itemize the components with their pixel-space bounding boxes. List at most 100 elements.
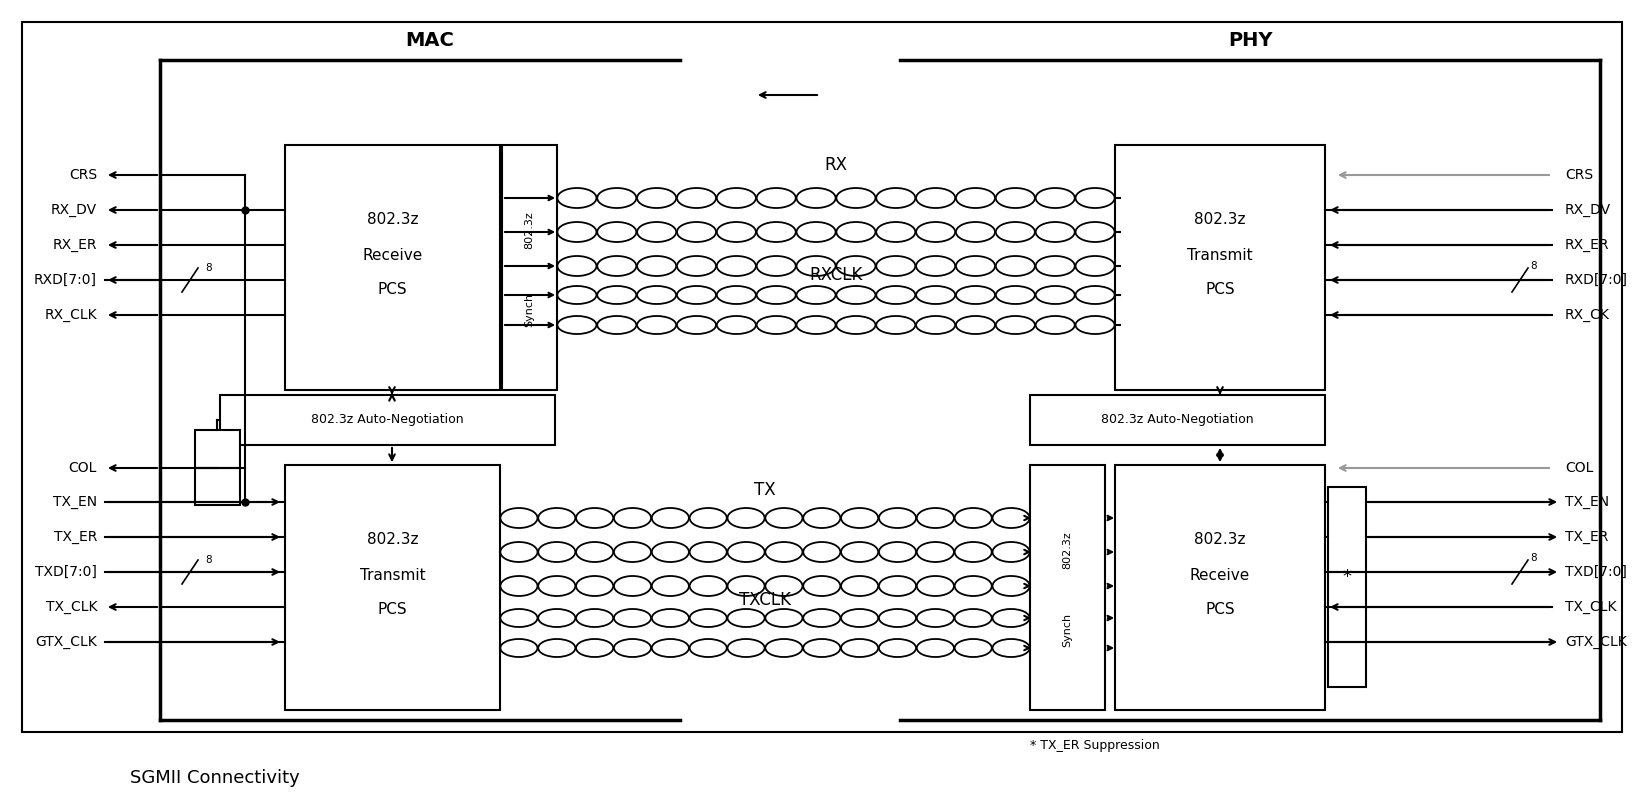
Text: 8: 8: [205, 263, 211, 273]
Ellipse shape: [615, 609, 651, 627]
Text: SGMII Connectivity: SGMII Connectivity: [131, 769, 299, 787]
Ellipse shape: [638, 316, 676, 334]
Ellipse shape: [796, 222, 836, 242]
Ellipse shape: [577, 508, 613, 528]
Ellipse shape: [539, 542, 575, 562]
Bar: [1115, 145, 1325, 390]
Ellipse shape: [727, 508, 765, 528]
Ellipse shape: [1036, 188, 1075, 208]
Text: PCS: PCS: [1206, 602, 1234, 618]
Ellipse shape: [796, 256, 836, 276]
Ellipse shape: [841, 576, 879, 596]
Text: 802.3z: 802.3z: [367, 532, 418, 547]
Ellipse shape: [957, 256, 995, 276]
Text: 802.3z: 802.3z: [1062, 531, 1072, 569]
Text: PCS: PCS: [1206, 282, 1234, 298]
Ellipse shape: [957, 188, 995, 208]
Text: TX_EN: TX_EN: [1564, 495, 1609, 509]
Ellipse shape: [653, 609, 689, 627]
Ellipse shape: [955, 576, 991, 596]
Text: TX_ER: TX_ER: [1564, 530, 1609, 544]
Ellipse shape: [727, 609, 765, 627]
Bar: [1029, 465, 1105, 710]
Ellipse shape: [539, 508, 575, 528]
Ellipse shape: [727, 639, 765, 657]
Ellipse shape: [717, 222, 757, 242]
Ellipse shape: [957, 286, 995, 304]
Text: 802.3z: 802.3z: [1194, 532, 1246, 547]
Text: 802.3z: 802.3z: [367, 212, 418, 227]
Ellipse shape: [836, 286, 876, 304]
Text: COL: COL: [1564, 461, 1594, 475]
Ellipse shape: [841, 542, 879, 562]
Text: Synch: Synch: [524, 293, 535, 327]
Ellipse shape: [638, 256, 676, 276]
Ellipse shape: [1036, 222, 1075, 242]
Text: RX_DV: RX_DV: [1564, 203, 1611, 217]
Ellipse shape: [917, 576, 953, 596]
Ellipse shape: [879, 609, 917, 627]
Text: 802.3z: 802.3z: [1194, 212, 1246, 227]
Ellipse shape: [638, 222, 676, 242]
Text: 802.3z Auto-Negotiation: 802.3z Auto-Negotiation: [311, 413, 464, 426]
Ellipse shape: [796, 188, 836, 208]
Ellipse shape: [557, 256, 596, 276]
Ellipse shape: [501, 576, 537, 596]
Text: Receive: Receive: [362, 247, 423, 263]
Ellipse shape: [917, 286, 955, 304]
Ellipse shape: [803, 542, 841, 562]
Ellipse shape: [1036, 256, 1075, 276]
Text: MAC: MAC: [405, 30, 454, 49]
Ellipse shape: [836, 316, 876, 334]
Ellipse shape: [598, 256, 636, 276]
Bar: [286, 465, 501, 710]
Ellipse shape: [653, 576, 689, 596]
Ellipse shape: [757, 316, 796, 334]
Text: PHY: PHY: [1227, 30, 1272, 49]
Text: 8: 8: [1530, 261, 1536, 271]
Ellipse shape: [501, 542, 537, 562]
Bar: [1029, 395, 1325, 445]
Bar: [1115, 465, 1325, 710]
Ellipse shape: [557, 222, 596, 242]
Ellipse shape: [836, 222, 876, 242]
Ellipse shape: [917, 639, 953, 657]
Ellipse shape: [993, 542, 1029, 562]
Text: RX_DV: RX_DV: [51, 203, 97, 217]
Ellipse shape: [615, 542, 651, 562]
Ellipse shape: [615, 508, 651, 528]
Text: TXCLK: TXCLK: [738, 591, 791, 609]
Text: COL: COL: [69, 461, 97, 475]
Ellipse shape: [765, 542, 803, 562]
Text: PCS: PCS: [378, 602, 408, 618]
Text: TX_ER: TX_ER: [53, 530, 97, 544]
Ellipse shape: [996, 256, 1034, 276]
Ellipse shape: [876, 316, 915, 334]
Ellipse shape: [955, 542, 991, 562]
Ellipse shape: [689, 639, 727, 657]
Ellipse shape: [1075, 188, 1115, 208]
Text: TX: TX: [755, 481, 776, 499]
Ellipse shape: [996, 286, 1034, 304]
Ellipse shape: [879, 508, 917, 528]
Text: Synch: Synch: [1062, 613, 1072, 647]
Ellipse shape: [917, 256, 955, 276]
Ellipse shape: [557, 188, 596, 208]
Ellipse shape: [1075, 222, 1115, 242]
Text: CRS: CRS: [1564, 168, 1593, 182]
Ellipse shape: [765, 508, 803, 528]
Ellipse shape: [615, 639, 651, 657]
Ellipse shape: [876, 256, 915, 276]
Ellipse shape: [996, 316, 1034, 334]
Ellipse shape: [757, 286, 796, 304]
Text: 802.3z: 802.3z: [524, 211, 535, 249]
Ellipse shape: [653, 639, 689, 657]
Ellipse shape: [653, 508, 689, 528]
Ellipse shape: [841, 508, 879, 528]
Ellipse shape: [615, 576, 651, 596]
Text: RX_CLK: RX_CLK: [45, 308, 97, 322]
Text: RXD[7:0]: RXD[7:0]: [35, 273, 97, 287]
Ellipse shape: [539, 639, 575, 657]
Ellipse shape: [841, 639, 879, 657]
Ellipse shape: [757, 222, 796, 242]
